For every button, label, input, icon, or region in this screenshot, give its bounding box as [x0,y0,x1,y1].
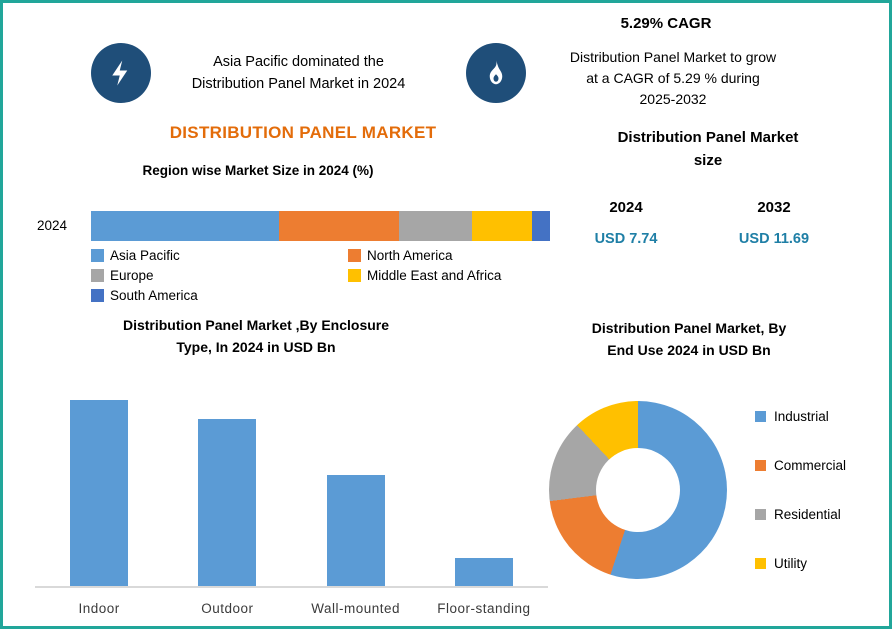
highlight-left-line2: Distribution Panel Market in 2024 [191,76,406,92]
market-size-title: Distribution Panel Market size [563,126,853,173]
legend-label-asia-pacific: Asia Pacific [110,248,180,263]
legend-swatch-europe [91,269,104,282]
legend-swatch-south-america [91,289,104,302]
bar-cell-indoor [35,388,163,586]
enduse-legend-swatch-commercial [755,460,766,471]
enduse-chart-title: Distribution Panel Market, By End Use 20… [539,318,839,361]
enclosure-chart-title-line2: Type, In 2024 in USD Bn [176,338,336,355]
main-title: DISTRIBUTION PANEL MARKET [169,123,437,142]
x-label-indoor: Indoor [78,601,120,616]
enduse-legend-swatch-residential [755,509,766,520]
flame-badge [466,43,526,103]
enclosure-chart-title: Distribution Panel Market ,By Enclosure … [61,315,451,358]
market-size-title-line1: Distribution Panel Market [617,129,799,146]
x-label-floor-standing: Floor-standing [437,601,531,616]
highlight-right-line2: at a CAGR of 5.29 % during [586,70,760,86]
stack-segment-europe [398,211,472,241]
lightning-badge [91,43,151,103]
region-chart-category-label: 2024 [37,218,68,233]
legend-label-middle-east-and-africa: Middle East and Africa [367,268,502,283]
bar-wall-mounted [326,474,385,586]
legend-label-europe: Europe [110,268,154,283]
enduse-legend: Industrial Commercial Residential Utility [755,409,846,571]
enduse-legend-swatch-industrial [755,411,766,422]
bar-indoor [70,400,129,586]
region-chart-title: Region wise Market Size in 2024 (%) [142,163,374,178]
flame-icon [489,60,503,85]
highlight-right-text: Distribution Panel Market to grow at a C… [541,47,805,110]
stack-segment-middle-east-and-africa [471,211,532,241]
bar-cell-outdoor [163,388,291,586]
enduse-chart-title-line1: Distribution Panel Market, By [591,320,787,336]
market-size-value-2032: USD 11.69 [738,231,810,247]
highlight-right-line3: 2025-2032 [639,91,707,107]
market-size-2032: 2032 USD 11.69 [724,199,824,247]
legend-item-north-america: North America [348,248,556,263]
lightning-icon [112,60,128,86]
enduse-legend-item-industrial: Industrial [755,409,846,424]
x-label-outdoor: Outdoor [201,601,254,616]
market-size-value-2024: USD 7.74 [594,231,658,247]
legend-label-south-america: South America [110,288,198,303]
bar-outdoor [198,418,257,586]
enduse-legend-item-commercial: Commercial [755,458,846,473]
legend-swatch-middle-east-and-africa [348,269,361,282]
enduse-legend-item-residential: Residential [755,507,846,522]
stack-segment-south-america [531,211,550,241]
enduse-legend-item-utility: Utility [755,556,846,571]
legend-swatch-north-america [348,249,361,262]
stack-segment-asia-pacific [91,211,280,241]
stack-segment-north-america [279,211,399,241]
enduse-legend-label-industrial: Industrial [774,409,829,424]
donut-hole [596,448,680,532]
enduse-chart-title-line2: End Use 2024 in USD Bn [607,341,771,358]
region-stacked-bar [91,211,550,241]
market-size-title-line2: size [693,152,723,170]
legend-item-south-america: South America [91,288,348,303]
highlight-right-line1: Distribution Panel Market to grow [569,49,777,65]
enduse-legend-label-commercial: Commercial [774,458,847,473]
legend-item-europe: Europe [91,268,348,283]
enclosure-chart-title-line1: Distribution Panel Market ,By Enclosure [122,317,390,333]
market-size-2024: 2024 USD 7.74 [576,199,676,247]
legend-label-north-america: North America [367,248,453,263]
legend-swatch-asia-pacific [91,249,104,262]
market-size-year-2032: 2032 [757,199,791,216]
bar-cell-wall-mounted [292,388,420,586]
cagr-heading: 5.29% CAGR [620,15,712,32]
enduse-legend-swatch-utility [755,558,766,569]
enclosure-x-labels: Indoor Outdoor Wall-mounted Floor-standing [35,601,548,616]
legend-item-middle-east-and-africa: Middle East and Africa [348,268,556,283]
legend-item-asia-pacific: Asia Pacific [91,248,348,263]
enclosure-bar-chart [35,388,548,588]
region-legend: Asia Pacific North America Europe Middle Ea… [91,248,556,303]
highlight-left-text: Asia Pacific dominated the Distribution … [161,43,436,103]
highlight-left-line1: Asia Pacific dominated the [213,53,384,70]
enduse-legend-label-residential: Residential [774,507,841,522]
market-size-year-2024: 2024 [609,199,643,216]
enduse-legend-label-utility: Utility [774,556,807,571]
bar-cell-floor-standing [420,388,548,586]
x-label-wall-mounted: Wall-mounted [311,601,401,616]
enduse-donut-chart [549,401,727,579]
bar-floor-standing [454,558,513,586]
